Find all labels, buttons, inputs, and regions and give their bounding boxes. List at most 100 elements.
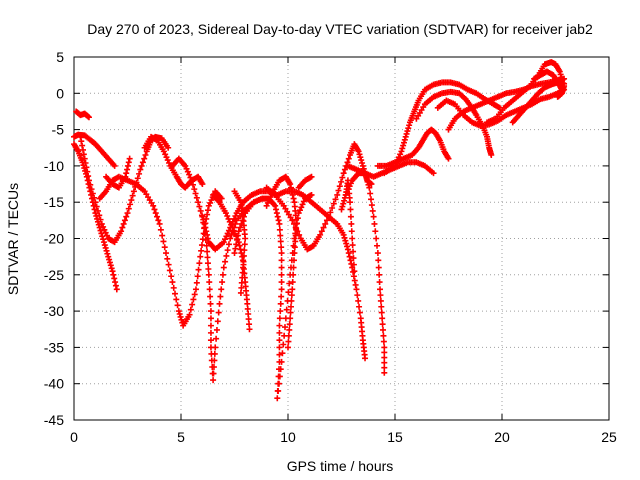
data-point (278, 271, 285, 278)
data-point (197, 253, 204, 260)
data-point (128, 197, 135, 204)
data-point (276, 329, 283, 336)
data-point (290, 264, 297, 271)
data-point (368, 202, 375, 209)
data-point (363, 175, 370, 182)
data-point (335, 187, 342, 194)
data-point (165, 144, 172, 151)
data-point (212, 344, 219, 351)
x-axis-label: GPS time / hours (287, 458, 394, 474)
data-point (93, 203, 100, 210)
data-point (85, 173, 92, 180)
series-track-15 (295, 173, 315, 191)
data-point (379, 321, 386, 328)
data-point (556, 68, 563, 75)
data-point (198, 247, 205, 254)
data-point (83, 164, 90, 171)
data-point (286, 321, 293, 328)
data-point (239, 274, 246, 281)
data-point (199, 213, 206, 220)
data-point (347, 206, 354, 213)
data-point (287, 181, 294, 188)
data-point (558, 86, 565, 93)
data-point (156, 220, 163, 227)
data-point (381, 354, 388, 361)
data-point (278, 358, 285, 365)
data-point (216, 300, 223, 307)
data-point (100, 239, 107, 246)
data-point (343, 240, 350, 247)
data-point (332, 196, 339, 203)
data-point (359, 162, 366, 169)
data-point (371, 220, 378, 227)
data-point (201, 231, 208, 238)
data-point (127, 201, 134, 208)
data-point (398, 148, 405, 155)
axis-ticks: 0 5 10 15 20 25 5 0 -5 -10 -15 -20 -25 -30 -35 -40 -45 (44, 49, 617, 445)
data-point (381, 359, 388, 366)
data-point (276, 373, 283, 380)
data-point (227, 235, 234, 242)
data-point (561, 80, 568, 87)
data-point (276, 380, 283, 387)
data-point (172, 290, 179, 297)
data-point (285, 338, 292, 345)
data-point (206, 286, 213, 293)
data-point (134, 175, 141, 182)
data-point (403, 130, 410, 137)
data-point (222, 258, 229, 265)
data-point (292, 224, 299, 231)
data-point (157, 226, 164, 233)
data-point (275, 387, 282, 394)
data-point (289, 279, 296, 286)
data-point (274, 213, 281, 220)
data-point (213, 326, 220, 333)
data-point (245, 316, 252, 323)
data-point (358, 157, 365, 164)
data-point (175, 308, 182, 315)
data-point (82, 159, 89, 166)
data-point (279, 350, 286, 357)
data-point (169, 279, 176, 286)
data-point (207, 329, 214, 336)
data-point (223, 252, 230, 259)
series-track-21 (381, 79, 503, 177)
data-point (188, 177, 195, 184)
data-point (81, 155, 88, 162)
data-point (201, 225, 208, 232)
data-point (378, 309, 385, 316)
data-point (104, 250, 111, 257)
data-point (272, 202, 279, 209)
data-point (290, 195, 297, 202)
data-point (236, 242, 243, 249)
data-point (126, 155, 133, 162)
data-point (210, 370, 217, 377)
data-point (276, 220, 283, 227)
data-point (346, 253, 353, 260)
series-track-13 (263, 173, 300, 351)
data-point (234, 236, 241, 243)
data-point (244, 300, 251, 307)
data-point (168, 273, 175, 280)
data-point (87, 181, 94, 188)
data-point (80, 151, 87, 158)
data-point (355, 148, 362, 155)
data-point (278, 244, 285, 251)
data-point (225, 241, 232, 248)
data-point (352, 281, 359, 288)
data-point (239, 269, 246, 276)
data-point (349, 235, 356, 242)
data-point (237, 224, 244, 231)
data-point (242, 235, 249, 242)
data-point (96, 212, 103, 219)
data-point (348, 220, 355, 227)
data-point (88, 186, 95, 193)
data-point (488, 152, 495, 159)
data-point (401, 136, 408, 143)
data-point (273, 206, 280, 213)
data-point (241, 247, 248, 254)
data-point (345, 155, 352, 162)
data-point (142, 152, 149, 159)
data-point (123, 170, 130, 177)
data-point (130, 188, 137, 195)
